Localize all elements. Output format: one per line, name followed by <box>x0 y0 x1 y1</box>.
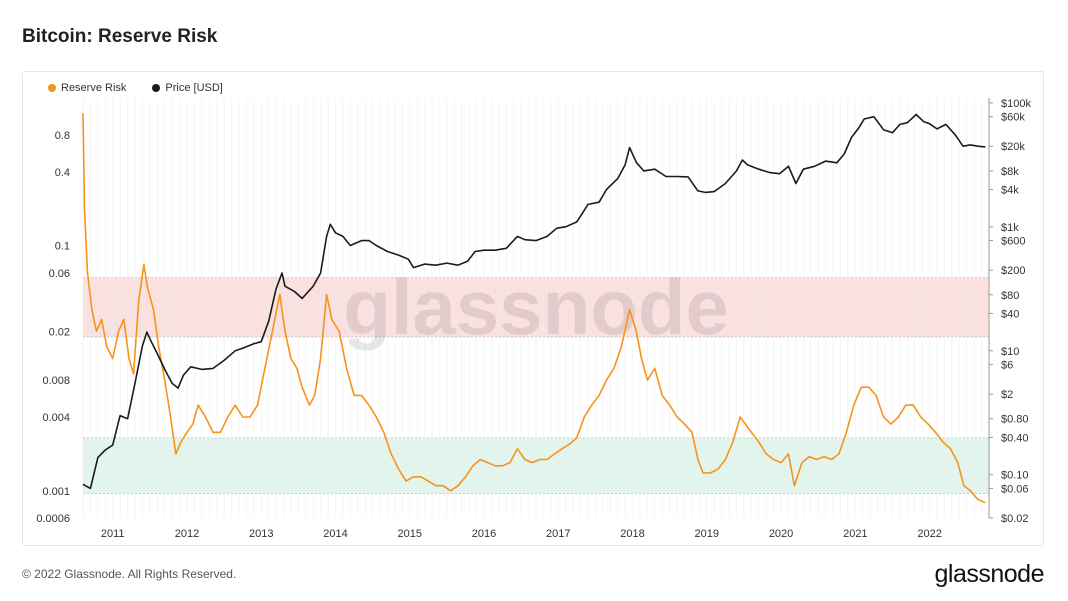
right-tick-label: $2 <box>1001 389 1013 401</box>
right-tick-label: $10 <box>1001 346 1019 358</box>
left-tick-label: 0.4 <box>55 167 70 179</box>
left-tick-label: 0.1 <box>55 241 70 253</box>
chart-card: glassnode 0.8 0.4 0.1 0.06 0.02 0.008 0.004 0.00… <box>22 71 1044 546</box>
right-tick-label: $20k <box>1001 141 1025 153</box>
left-tick-label: 0.8 <box>55 130 70 142</box>
x-tick-label: 2012 <box>175 528 199 540</box>
legend-label-reserve-risk: Reserve Risk <box>61 82 127 94</box>
footer-copyright: © 2022 Glassnode. All Rights Reserved. <box>22 567 237 581</box>
x-tick-label: 2020 <box>769 528 793 540</box>
x-tick-label: 2017 <box>546 528 570 540</box>
left-tick-label: 0.004 <box>42 412 70 424</box>
right-tick-label: $4k <box>1001 185 1019 197</box>
x-tick-label: 2018 <box>620 528 644 540</box>
x-tick-label: 2013 <box>249 528 273 540</box>
legend-item-price[interactable]: Price [USD] <box>152 82 223 94</box>
left-tick-label: 0.02 <box>49 326 70 338</box>
reserve-risk-chart: glassnode 0.8 0.4 0.1 0.06 0.02 0.008 0.004 0.00… <box>36 98 1031 540</box>
legend-dot-price <box>152 84 161 92</box>
left-tick-label: 0.008 <box>42 375 70 387</box>
x-tick-label: 2019 <box>695 528 719 540</box>
right-tick-label: $6 <box>1001 360 1013 372</box>
left-tick-label: 0.06 <box>49 268 70 280</box>
right-tick-label: $60k <box>1001 112 1025 124</box>
left-tick-label: 0.0006 <box>36 513 70 525</box>
watermark: glassnode <box>343 263 729 351</box>
x-tick-label: 2014 <box>323 528 347 540</box>
page-title: Bitcoin: Reserve Risk <box>22 26 218 47</box>
right-tick-label: $0.40 <box>1001 432 1029 444</box>
right-tick-label: $1k <box>1001 222 1019 234</box>
legend-dot-reserve-risk <box>48 84 56 92</box>
legend-item-reserve-risk[interactable]: Reserve Risk <box>48 82 126 94</box>
left-tick-label: 0.001 <box>42 486 70 498</box>
right-tick-label: $200 <box>1001 265 1025 277</box>
legend: Reserve Risk Price [USD] <box>48 82 223 94</box>
x-tick-label: 2016 <box>472 528 496 540</box>
x-tick-label: 2011 <box>101 528 125 540</box>
right-tick-label: $40 <box>1001 308 1019 320</box>
right-tick-label: $600 <box>1001 236 1025 248</box>
x-tick-label: 2022 <box>917 528 941 540</box>
right-tick-label: $0.10 <box>1001 470 1029 482</box>
x-tick-label: 2021 <box>843 528 867 540</box>
series-line-price <box>82 113 986 490</box>
right-tick-label: $100k <box>1001 98 1031 110</box>
right-tick-label: $0.02 <box>1001 513 1029 525</box>
right-tick-label: $8k <box>1001 166 1019 178</box>
x-tick-label: 2015 <box>398 528 422 540</box>
right-tick-label: $0.80 <box>1001 414 1029 426</box>
series-line-reserve-risk <box>82 113 986 504</box>
right-tick-label: $80 <box>1001 290 1019 302</box>
right-tick-label: $0.06 <box>1001 483 1029 495</box>
legend-label-price: Price [USD] <box>165 82 223 94</box>
footer-logo[interactable]: glassnode <box>934 560 1045 588</box>
